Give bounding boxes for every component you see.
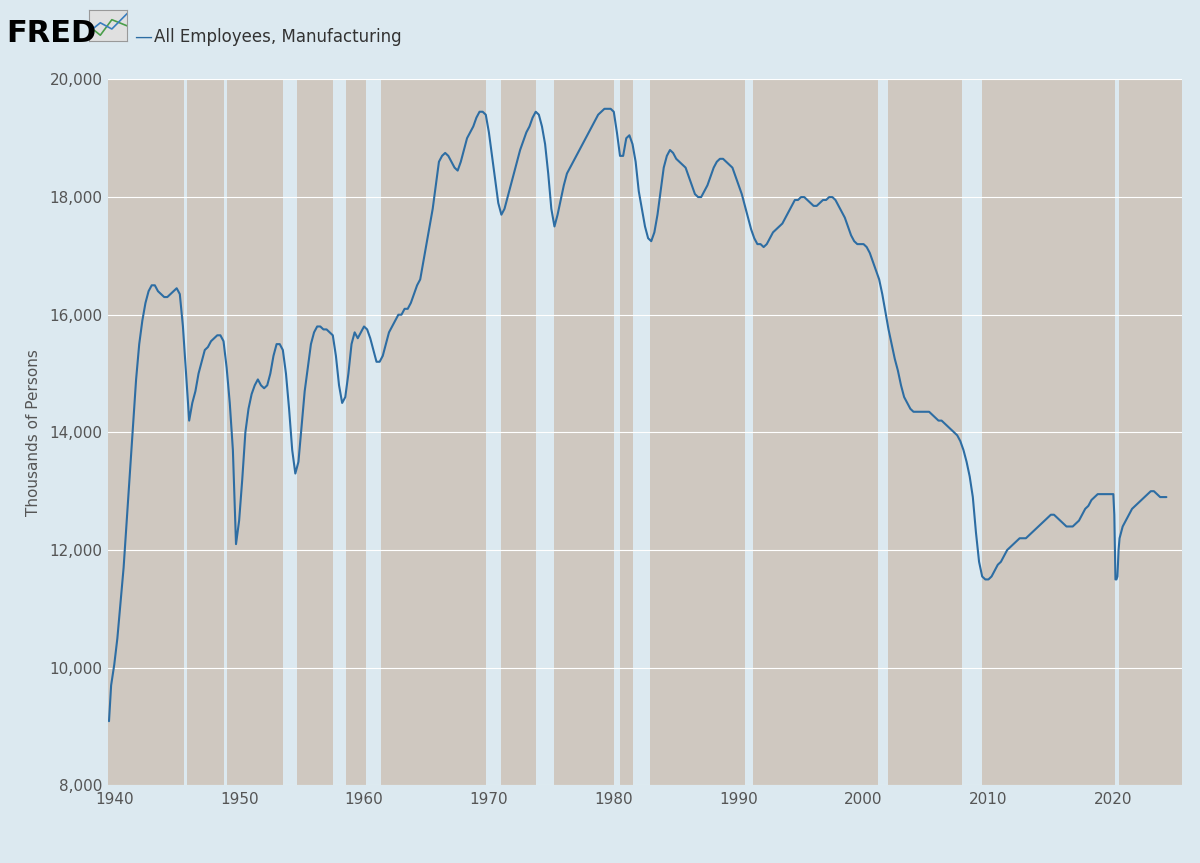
Bar <box>108 79 184 785</box>
Y-axis label: Thousands of Persons: Thousands of Persons <box>26 349 41 516</box>
Bar <box>888 79 962 785</box>
Bar <box>227 79 283 785</box>
Bar <box>187 79 223 785</box>
Bar <box>502 79 535 785</box>
Text: —: — <box>134 28 152 46</box>
Bar <box>298 79 332 785</box>
Bar <box>754 79 878 785</box>
Text: All Employees, Manufacturing: All Employees, Manufacturing <box>154 28 401 46</box>
Bar <box>982 79 1116 785</box>
Bar <box>650 79 745 785</box>
Bar <box>380 79 486 785</box>
Bar <box>554 79 613 785</box>
Text: FRED: FRED <box>6 19 96 48</box>
Bar <box>1118 79 1182 785</box>
Bar <box>620 79 632 785</box>
Bar <box>347 79 366 785</box>
